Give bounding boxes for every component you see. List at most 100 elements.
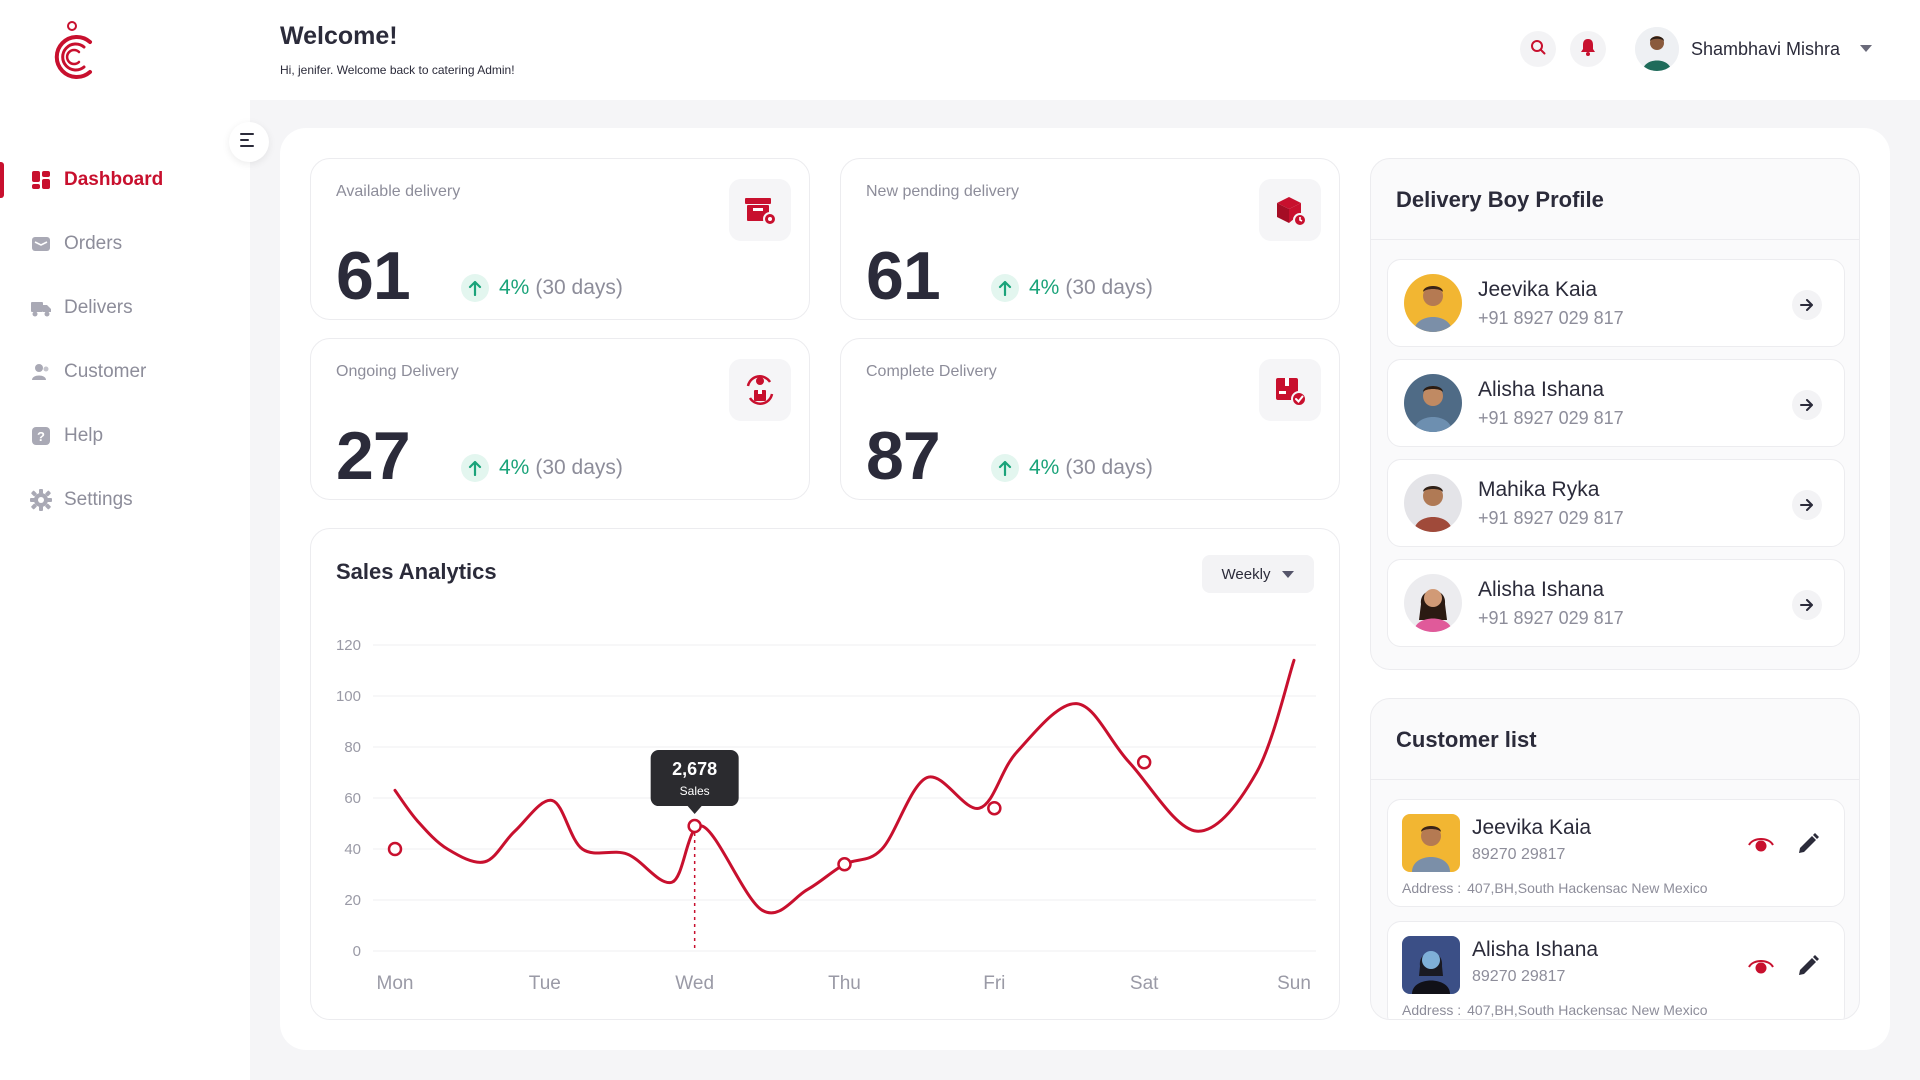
- delivery-truck-icon: [30, 297, 52, 319]
- avatar: [1404, 274, 1462, 332]
- panel-title: Customer list: [1396, 727, 1537, 752]
- sidebar-item-help[interactable]: ? Help: [0, 404, 250, 468]
- arrow-up-icon: [991, 454, 1019, 482]
- settings-icon: [30, 489, 52, 511]
- pencil-icon[interactable]: [1796, 954, 1820, 983]
- delivery-boy-profile-panel: Delivery Boy Profile Jeevika Kaia +91 89…: [1370, 158, 1860, 670]
- page-title: Welcome!: [280, 22, 398, 50]
- top-header: Welcome! Hi, jenifer. Welcome back to ca…: [250, 0, 1920, 100]
- available-delivery-icon: [729, 179, 791, 241]
- customer-row[interactable]: Jeevika Kaia 89270 29817 Address : 407,BH…: [1387, 799, 1845, 907]
- arrow-right-icon[interactable]: [1792, 490, 1822, 520]
- y-tick-label: 20: [344, 892, 361, 909]
- address-label: Address :: [1402, 1002, 1462, 1018]
- tooltip-pointer: [687, 806, 702, 815]
- y-tick-label: 80: [344, 739, 361, 756]
- y-tick-label: 100: [336, 688, 361, 705]
- stat-card-ongoing[interactable]: Ongoing Delivery 27 4% (30 days): [310, 338, 810, 500]
- x-tick-label: Thu: [828, 973, 861, 994]
- trend-percent: 4%: [499, 456, 530, 479]
- stat-card-complete[interactable]: Complete Delivery 87 4% (30 days): [840, 338, 1340, 500]
- customer-phone: 89270 29817: [1472, 846, 1566, 863]
- stat-value: 61: [336, 238, 411, 314]
- period-value: Weekly: [1221, 565, 1271, 583]
- customer-list-panel: Customer list Jeevika Kaia 89270 29817 A…: [1370, 698, 1860, 1020]
- stat-card-available[interactable]: Available delivery 61 4% (30 days): [310, 158, 810, 320]
- x-tick-label: Fri: [983, 973, 1005, 994]
- stat-value: 87: [866, 418, 941, 494]
- delivery-boy-row[interactable]: Mahika Ryka +91 8927 029 817: [1387, 459, 1845, 547]
- delivery-boy-row[interactable]: Jeevika Kaia +91 8927 029 817: [1387, 259, 1845, 347]
- stat-trend: 4% (30 days): [991, 454, 1153, 482]
- stat-card-pending[interactable]: New pending delivery 61 4% (30 days): [840, 158, 1340, 320]
- sales-series-line: [393, 658, 1296, 915]
- address-label: Address :: [1402, 880, 1462, 896]
- stat-trend: 4% (30 days): [461, 274, 623, 302]
- sidebar-item-label: Delivers: [64, 297, 133, 318]
- delivery-boy-name: Jeevika Kaia: [1478, 278, 1598, 301]
- avatar: [1404, 574, 1462, 632]
- sidebar-nav: Dashboard Orders Delivers Customer ? Hel…: [0, 148, 250, 532]
- sidebar-toggle-button[interactable]: [229, 122, 269, 162]
- eye-icon[interactable]: [1748, 834, 1774, 859]
- search-button[interactable]: [1520, 31, 1556, 67]
- pencil-icon[interactable]: [1796, 832, 1820, 861]
- customer-address: Address : 407,BH,South Hackensac New Mexi…: [1402, 1002, 1708, 1018]
- x-tick-label: Tue: [529, 973, 561, 994]
- period-dropdown[interactable]: Weekly: [1202, 555, 1314, 593]
- delivery-boy-name: Mahika Ryka: [1478, 478, 1600, 501]
- arrow-right-icon[interactable]: [1792, 390, 1822, 420]
- dashboard-icon: [30, 169, 52, 191]
- stat-title: New pending delivery: [866, 183, 1019, 200]
- customer-row[interactable]: Alisha Ishana 89270 29817 Address : 407,B…: [1387, 921, 1845, 1019]
- stat-trend: 4% (30 days): [461, 454, 623, 482]
- trend-percent: 4%: [499, 276, 530, 299]
- sidebar-item-label: Settings: [64, 489, 133, 510]
- x-tick-label: Mon: [377, 973, 414, 994]
- help-icon: ?: [30, 425, 52, 447]
- catering-logo-icon[interactable]: [46, 20, 98, 82]
- stat-trend: 4% (30 days): [991, 274, 1153, 302]
- stat-value: 27: [336, 418, 411, 494]
- delivery-boy-row[interactable]: Alisha Ishana +91 8927 029 817: [1387, 559, 1845, 647]
- delivery-boy-row[interactable]: Alisha Ishana +91 8927 029 817: [1387, 359, 1845, 447]
- address-value: 407,BH,South Hackensac New Mexico: [1467, 880, 1708, 896]
- data-point-marker: [687, 818, 702, 834]
- sidebar-item-settings[interactable]: Settings: [0, 468, 250, 532]
- sidebar-item-customer[interactable]: Customer: [0, 340, 250, 404]
- search-icon: [1530, 39, 1546, 60]
- eye-icon[interactable]: [1748, 956, 1774, 981]
- x-tick-label: Wed: [675, 973, 714, 994]
- divider: [1371, 779, 1859, 780]
- stat-value: 61: [866, 238, 941, 314]
- delivery-boy-name: Alisha Ishana: [1478, 378, 1605, 401]
- customer-address: Address : 407,BH,South Hackensac New Mexi…: [1402, 880, 1708, 896]
- main-content: Available delivery 61 4% (30 days) New p…: [280, 128, 1890, 1050]
- stat-title: Available delivery: [336, 183, 461, 200]
- address-value: 407,BH,South Hackensac New Mexico: [1467, 1002, 1708, 1018]
- sidebar-item-label: Dashboard: [64, 169, 164, 190]
- pending-box-icon: [1259, 179, 1321, 241]
- tooltip-box: [650, 750, 739, 807]
- avatar: [1635, 27, 1679, 71]
- x-tick-label: Sun: [1277, 973, 1311, 994]
- avatar: [1404, 474, 1462, 532]
- svg-text:?: ?: [37, 429, 45, 444]
- complete-delivery-icon: [1259, 359, 1321, 421]
- delivery-boy-phone: +91 8927 029 817: [1478, 508, 1624, 528]
- arrow-right-icon[interactable]: [1792, 590, 1822, 620]
- stat-title: Ongoing Delivery: [336, 363, 459, 380]
- customer-name: Alisha Ishana: [1472, 938, 1599, 961]
- notifications-button[interactable]: [1570, 31, 1606, 67]
- sidebar-item-delivers[interactable]: Delivers: [0, 276, 250, 340]
- sidebar-item-orders[interactable]: Orders: [0, 212, 250, 276]
- avatar: [1404, 374, 1462, 432]
- sidebar-item-label: Help: [64, 425, 104, 446]
- ongoing-delivery-icon: [729, 359, 791, 421]
- trend-percent: 4%: [1029, 456, 1060, 479]
- sidebar-item-dashboard[interactable]: Dashboard: [0, 148, 250, 212]
- arrow-right-icon[interactable]: [1792, 290, 1822, 320]
- user-menu[interactable]: Shambhavi Mishra: [1635, 26, 1873, 72]
- y-tick-label: 0: [353, 943, 361, 960]
- customer-name: Jeevika Kaia: [1472, 816, 1592, 839]
